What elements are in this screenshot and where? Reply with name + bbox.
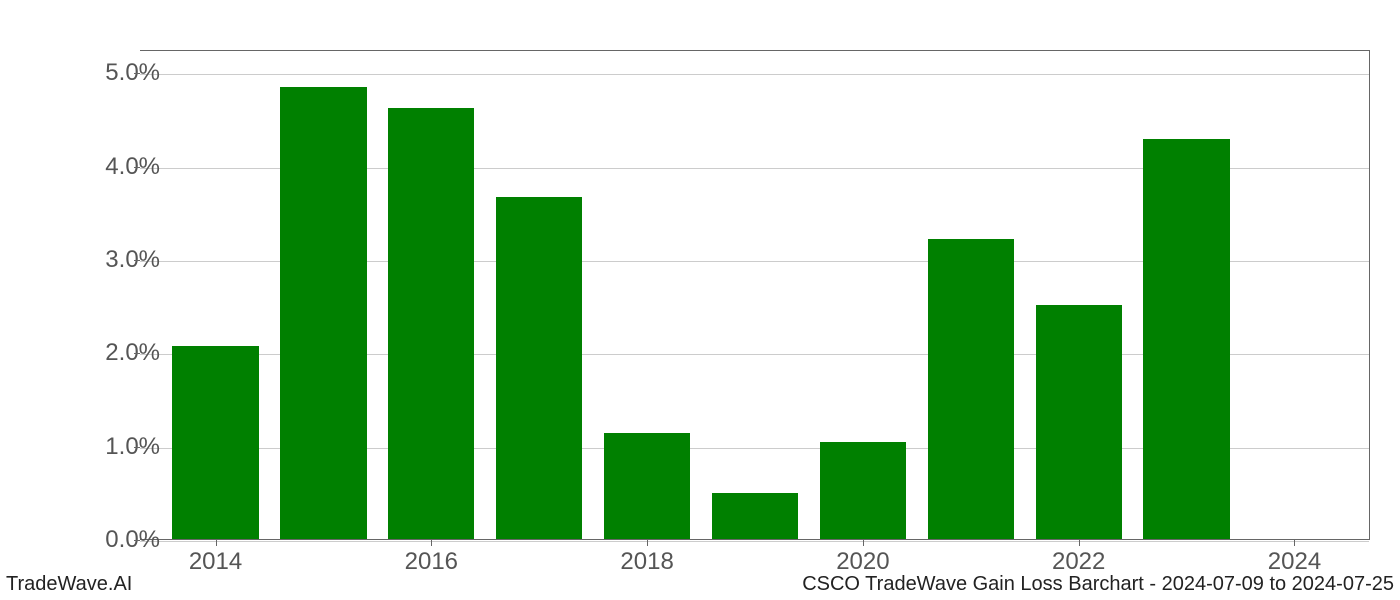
ytick-mark [134, 167, 140, 168]
ytick-mark [134, 353, 140, 354]
xtick-mark [431, 540, 432, 546]
ytick-label: 1.0% [105, 433, 160, 461]
bar-2017 [496, 197, 582, 540]
ytick-mark [134, 447, 140, 448]
ytick-label: 0.0% [105, 526, 160, 554]
bar-2020 [820, 442, 906, 540]
xtick-mark [647, 540, 648, 546]
xtick-label: 2024 [1268, 548, 1321, 576]
plot-area [140, 50, 1370, 540]
chart-area [140, 50, 1370, 540]
bar-2015 [280, 87, 366, 540]
xtick-label: 2016 [405, 548, 458, 576]
xtick-mark [863, 540, 864, 546]
ytick-mark [134, 540, 140, 541]
gridline [140, 541, 1369, 542]
x-axis-line [140, 539, 1369, 540]
ytick-label: 5.0% [105, 59, 160, 87]
ytick-label: 3.0% [105, 246, 160, 274]
bar-2018 [604, 433, 690, 540]
xtick-mark [1079, 540, 1080, 546]
bar-2019 [712, 493, 798, 540]
ytick-label: 2.0% [105, 339, 160, 367]
ytick-label: 4.0% [105, 153, 160, 181]
bar-2014 [172, 346, 258, 540]
bar-2016 [388, 108, 474, 540]
bar-2022 [1036, 305, 1122, 540]
gridline [140, 74, 1369, 75]
xtick-label: 2020 [836, 548, 889, 576]
ytick-mark [134, 73, 140, 74]
xtick-label: 2014 [189, 548, 242, 576]
footer-left-text: TradeWave.AI [6, 573, 132, 596]
xtick-label: 2018 [620, 548, 673, 576]
bar-2021 [928, 239, 1014, 540]
bar-2023 [1143, 139, 1229, 540]
xtick-mark [1294, 540, 1295, 546]
footer-right-text: CSCO TradeWave Gain Loss Barchart - 2024… [802, 573, 1394, 596]
ytick-mark [134, 260, 140, 261]
xtick-mark [216, 540, 217, 546]
xtick-label: 2022 [1052, 548, 1105, 576]
